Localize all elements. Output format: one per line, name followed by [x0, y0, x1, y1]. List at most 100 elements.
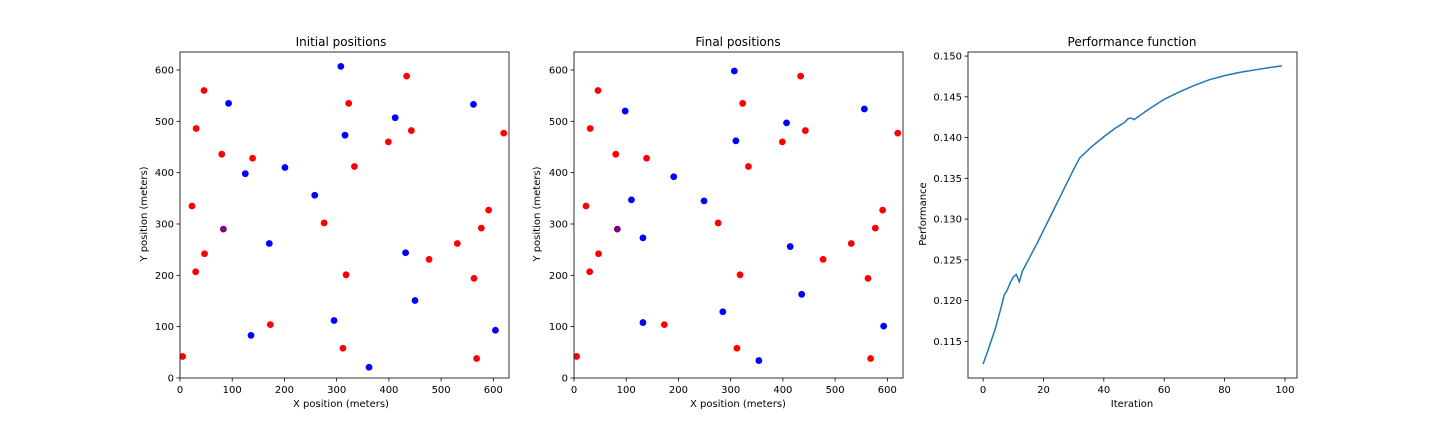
scatter-point-0-21 [871, 224, 879, 232]
scatter-point-0-4 [594, 87, 602, 94]
scatter-point-0-15 [797, 72, 805, 80]
x-tick-label-2: 200 [275, 385, 294, 396]
scatter-point-0-11 [736, 271, 744, 279]
axes-frame [573, 51, 904, 379]
x-tick-label-3: 300 [721, 385, 740, 396]
scatter-point-0-12 [345, 99, 353, 107]
panel-title: Performance function [1068, 35, 1197, 49]
y-tick-label-3: 300 [155, 219, 174, 230]
y-tick-label-4: 400 [155, 168, 174, 179]
x-tick-label-0: 0 [177, 385, 183, 396]
scatter-point-0-1 [188, 202, 196, 210]
scatter-point-1-3 [265, 240, 273, 247]
panel-title: Final positions [695, 35, 780, 49]
scatter-point-0-17 [425, 256, 433, 263]
y-tick-label-4: 400 [549, 168, 568, 179]
axes-frame [179, 51, 510, 379]
y-tick-label-1: 0.120 [933, 296, 962, 307]
y-tick-label-6: 600 [155, 65, 174, 76]
scatter-point-0-19 [470, 275, 478, 282]
scatter-point-2-0 [219, 225, 227, 233]
scatter-point-1-7 [337, 62, 345, 70]
scatter-point-1-7 [730, 67, 738, 75]
scatter-point-0-13 [351, 163, 358, 170]
y-tick-label-0: 0 [562, 374, 568, 385]
plot-area [180, 62, 508, 371]
scatter-point-1-12 [798, 290, 806, 298]
scatter-point-0-2 [192, 268, 200, 276]
y-tick-label-6: 600 [549, 65, 568, 76]
x-axis-label: X position (meters) [690, 399, 786, 410]
y-axis-label: Performance [918, 182, 929, 245]
x-tick-label-1: 100 [617, 385, 636, 396]
x-tick-label-0: 0 [571, 385, 577, 396]
scatter-point-1-0 [621, 107, 629, 115]
scatter-point-1-8 [341, 131, 349, 139]
scatter-point-0-7 [249, 154, 256, 162]
scatter-point-0-3 [586, 125, 594, 132]
scatter-point-0-2 [586, 268, 594, 276]
scatter-point-1-3 [639, 319, 647, 326]
series-line-0 [982, 65, 1283, 365]
scatter-point-0-14 [384, 138, 392, 146]
scatter-point-0-20 [473, 355, 481, 362]
scatter-point-0-15 [403, 72, 411, 80]
y-tick-label-4: 0.135 [933, 174, 962, 185]
scatter-point-0-12 [739, 99, 747, 107]
axes-frame [967, 51, 1298, 379]
scatter-point-0-18 [847, 240, 855, 247]
scatter-point-1-13 [860, 105, 868, 113]
x-tick-label-1: 100 [223, 385, 242, 396]
scatter-point-1-11 [786, 243, 794, 250]
scatter-point-1-13 [470, 100, 477, 108]
scatter-point-1-2 [639, 234, 647, 242]
y-axis-label: Y position (meters) [139, 166, 150, 262]
y-tick-label-5: 500 [549, 117, 568, 128]
y-tick-label-5: 500 [155, 117, 174, 128]
scatter-point-1-8 [732, 137, 740, 145]
x-tick-label-6: 600 [878, 385, 897, 396]
y-tick-label-2: 200 [549, 271, 568, 282]
scatter-point-0-23 [500, 129, 508, 137]
y-tick-label-5: 0.140 [933, 133, 962, 144]
x-tick-label-3: 300 [327, 385, 346, 396]
scatter-point-0-4 [200, 87, 208, 94]
scatter-point-1-5 [311, 191, 319, 199]
plot-area [574, 67, 902, 364]
scatter-point-0-1 [582, 202, 590, 210]
scatter-point-0-13 [745, 163, 752, 170]
scatter-point-1-10 [391, 114, 399, 122]
y-tick-label-6: 0.145 [933, 92, 962, 103]
x-axis-label: Iteration [1111, 399, 1153, 410]
scatter-point-0-14 [778, 138, 786, 146]
y-tick-label-2: 200 [155, 271, 174, 282]
scatter-point-2-0 [613, 225, 621, 233]
scatter-point-1-1 [628, 196, 635, 204]
x-tick-label-4: 80 [1218, 385, 1231, 396]
scatter-point-0-20 [867, 355, 875, 362]
scatter-point-1-5 [700, 197, 708, 205]
scatter-point-1-11 [402, 249, 409, 257]
scatter-point-1-4 [281, 164, 289, 171]
x-tick-label-5: 500 [826, 385, 845, 396]
scatter-point-1-14 [492, 326, 499, 334]
x-tick-label-2: 200 [669, 385, 688, 396]
scatter-point-0-0 [574, 353, 581, 360]
x-tick-label-6: 600 [484, 385, 503, 396]
y-tick-label-7: 0.150 [933, 52, 962, 63]
y-tick-label-1: 100 [549, 322, 568, 333]
scatter-point-0-3 [192, 125, 200, 132]
scatter-point-0-17 [819, 256, 827, 263]
scatter-point-0-5 [595, 250, 602, 258]
scatter-point-0-23 [894, 129, 902, 137]
scatter-point-1-0 [225, 99, 232, 107]
panel-title: Initial positions [296, 35, 387, 49]
y-tick-label-3: 0.130 [933, 215, 962, 226]
x-tick-label-5: 500 [432, 385, 451, 396]
scatter-point-1-1 [241, 170, 249, 178]
scatter-point-1-4 [670, 173, 678, 181]
x-tick-label-5: 100 [1275, 385, 1294, 396]
scatter-point-0-9 [714, 219, 722, 227]
scatter-point-0-7 [643, 154, 650, 162]
